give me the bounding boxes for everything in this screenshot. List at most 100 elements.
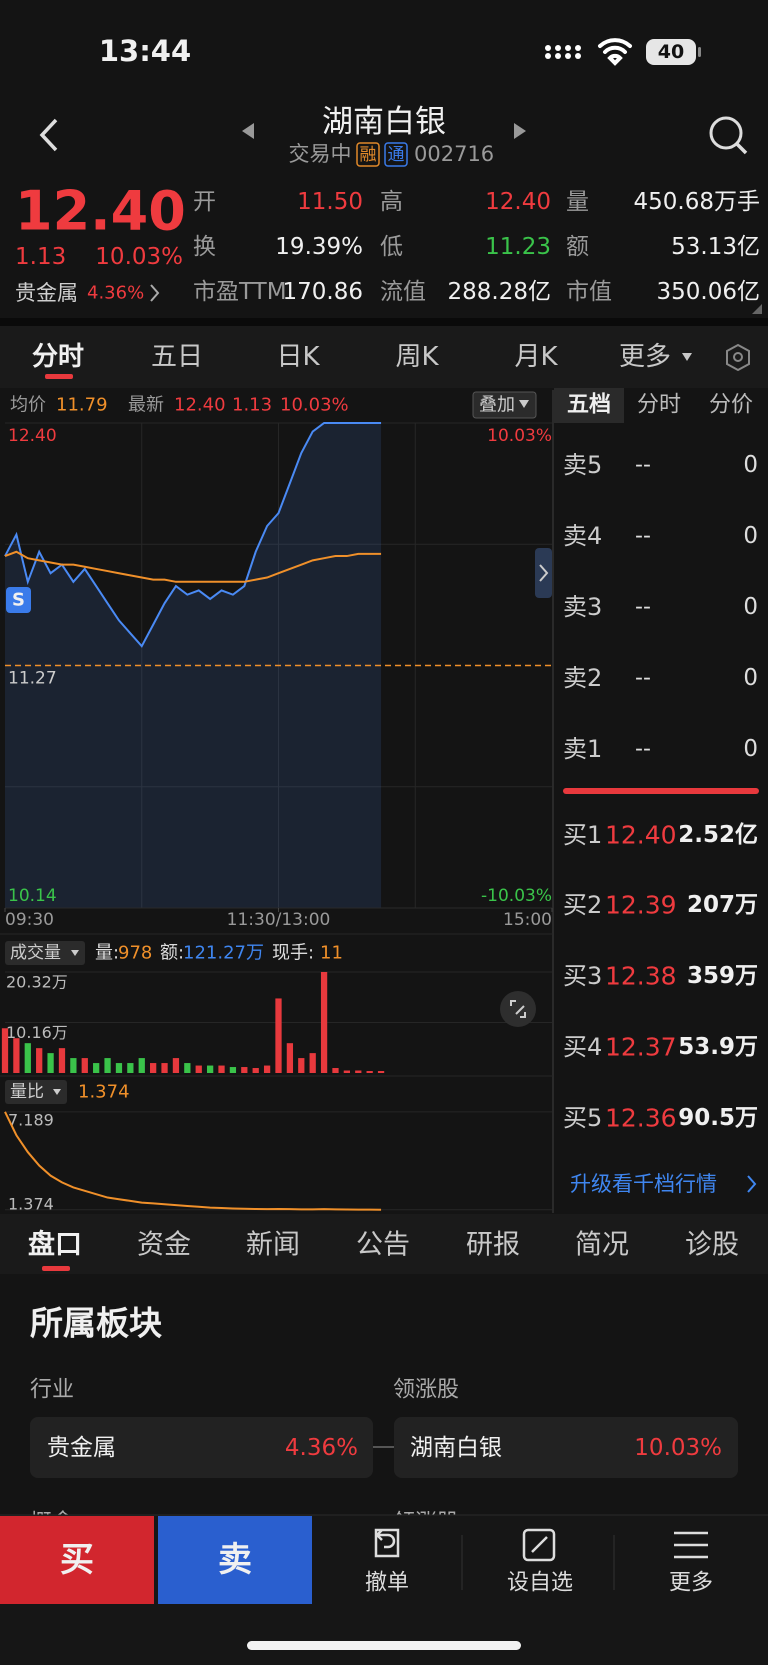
bid-level: 买3 xyxy=(563,962,602,990)
ask-level: 卖4 xyxy=(563,522,602,550)
stat-label: 市盈TTM xyxy=(193,279,287,305)
volume-bar xyxy=(70,1058,77,1073)
dropdown-arrow xyxy=(53,1089,61,1095)
bid-price: 12.39 xyxy=(605,891,677,920)
price-area xyxy=(5,423,382,908)
ask-level: 卖2 xyxy=(563,664,602,692)
dropdown-arrow xyxy=(519,400,529,408)
pct-label: 10.03% xyxy=(487,426,552,446)
leader-card[interactable] xyxy=(394,1417,738,1478)
cancel-label[interactable]: 撤单 xyxy=(365,1571,409,1596)
chart-tab[interactable]: 月K xyxy=(514,342,558,372)
bid-price: 12.40 xyxy=(605,821,677,850)
orderbook-tab[interactable]: 分价 xyxy=(709,393,753,418)
indicator-button[interactable] xyxy=(5,941,85,965)
bid-price: 12.36 xyxy=(605,1104,677,1133)
volume-bar xyxy=(343,1070,351,1073)
x-tick-label: 11:30/13:00 xyxy=(227,910,331,930)
footer: 买 卖撤单 设自选 更多 xyxy=(0,1514,768,1665)
home-indicator xyxy=(247,1641,521,1650)
volume-bar xyxy=(138,1058,145,1073)
ask-volume: 0 xyxy=(743,523,758,549)
collapse-handle[interactable] xyxy=(535,548,552,598)
stat-value: 450.68万手 xyxy=(634,189,760,215)
y-tick-label: 7.189 xyxy=(8,1110,54,1129)
next-stock[interactable] xyxy=(514,123,526,139)
avg-label: 均价 xyxy=(10,395,46,416)
bid-volume: 207万 xyxy=(687,892,758,918)
bid-volume: 2.52亿 xyxy=(678,822,758,848)
sector-name[interactable]: 贵金属 xyxy=(15,281,78,305)
cancel-icon xyxy=(374,1528,400,1558)
volume-bar xyxy=(36,1048,43,1073)
last-price-small: 12.40 xyxy=(174,395,226,416)
settings-icon[interactable] xyxy=(726,343,750,372)
chart-tab[interactable]: 五日 xyxy=(151,342,203,372)
volume-bar xyxy=(320,972,328,1073)
orderbook-tab[interactable]: 分时 xyxy=(637,393,681,418)
watchlist-label[interactable]: 设自选 xyxy=(507,1571,573,1596)
volume-bar xyxy=(241,1067,248,1073)
stat-value: 12.40 xyxy=(485,189,551,215)
detail-tab[interactable]: 盘口 xyxy=(28,1229,82,1261)
y-tick-label: 20.32万 xyxy=(6,973,68,992)
volume-bar xyxy=(24,1043,31,1073)
volume-bar xyxy=(275,998,282,1073)
volume-bar xyxy=(58,1048,66,1073)
fullscreen-button[interactable] xyxy=(500,991,536,1027)
detail-tab[interactable]: 新闻 xyxy=(246,1230,300,1261)
prev-stock[interactable] xyxy=(242,123,254,139)
stat-value: 288.28亿 xyxy=(448,279,551,305)
volume-bar xyxy=(127,1063,134,1073)
chart-tab[interactable]: 分时 xyxy=(32,342,84,372)
bid-volume: 53.9万 xyxy=(678,1034,758,1060)
price-line xyxy=(4,422,382,648)
expand-corner xyxy=(752,304,762,314)
stat-label: 市值 xyxy=(566,279,612,305)
detail-tab[interactable]: 资金 xyxy=(137,1230,191,1261)
detail-tab[interactable]: 简况 xyxy=(575,1230,629,1261)
search-button[interactable] xyxy=(709,116,748,155)
badge: 融 xyxy=(360,145,377,165)
bid-volume: 359万 xyxy=(687,963,758,989)
buy-button[interactable] xyxy=(0,1516,154,1604)
chart-tab[interactable]: 更多 xyxy=(619,342,671,372)
volume-bar xyxy=(161,1063,168,1073)
upgrade-link[interactable]: 升级看千档行情 xyxy=(570,1172,717,1196)
chart-tab[interactable]: 日K xyxy=(276,342,320,372)
last-label: 最新 xyxy=(128,395,164,416)
field-label: 领涨股 xyxy=(393,1378,459,1403)
change-small: 1.13 xyxy=(232,395,272,416)
fullscreen-icon xyxy=(510,1000,526,1018)
industry-card[interactable] xyxy=(30,1417,373,1478)
detail-tab[interactable]: 公告 xyxy=(356,1230,410,1261)
battery-tip xyxy=(698,47,701,57)
detail-tab[interactable]: 诊股 xyxy=(685,1230,739,1261)
collapse-chevron xyxy=(539,564,549,582)
volume-bar xyxy=(229,1067,237,1073)
stat-label: 低 xyxy=(380,234,403,260)
volume-bar xyxy=(309,1053,316,1073)
ask-price: -- xyxy=(635,595,651,620)
volume-bar xyxy=(218,1065,225,1073)
price-change-pct: 10.03% xyxy=(95,244,183,270)
stat-value: 53.13亿 xyxy=(671,234,760,260)
ask-price: -- xyxy=(635,453,651,478)
volume-bar xyxy=(286,1043,294,1073)
sell-button[interactable] xyxy=(158,1516,312,1604)
back-button[interactable] xyxy=(39,118,58,152)
indicator-button[interactable] xyxy=(5,1080,67,1104)
orderbook-tab[interactable]: 五档 xyxy=(567,393,611,418)
overlay-button[interactable] xyxy=(472,391,537,419)
volume-bar xyxy=(93,1063,100,1073)
buy-label[interactable]: 买 xyxy=(60,1540,94,1580)
detail-tab[interactable]: 研报 xyxy=(466,1230,520,1261)
field-label: 行业 xyxy=(30,1378,74,1403)
volume-bar xyxy=(115,1063,123,1073)
bid-level: 买5 xyxy=(563,1104,602,1132)
chart-tab[interactable]: 周K xyxy=(395,342,439,372)
bid-price: 12.38 xyxy=(605,962,677,991)
volume-bar xyxy=(104,1058,111,1073)
sell-label[interactable]: 卖 xyxy=(218,1540,252,1580)
more-label[interactable]: 更多 xyxy=(669,1571,713,1596)
